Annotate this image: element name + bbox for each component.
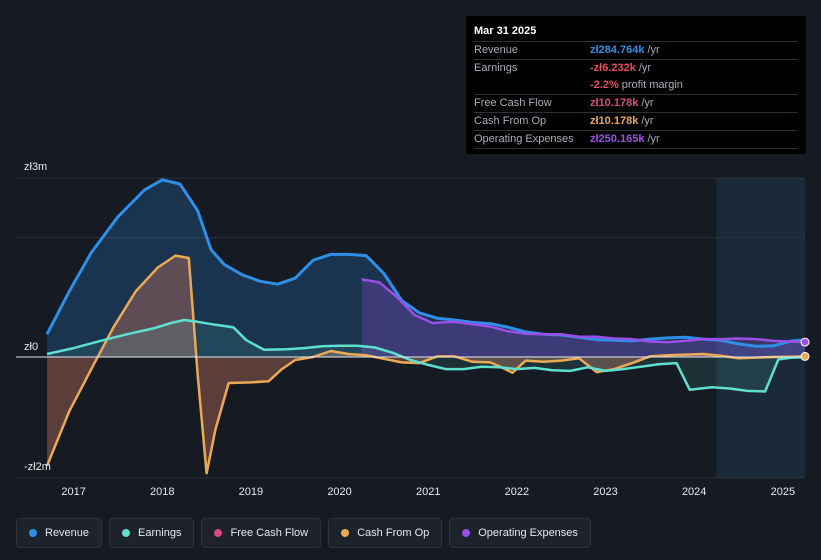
x-tick-label: 2018: [150, 486, 174, 498]
tooltip-value: -zł6.232k: [590, 62, 636, 74]
tooltip-unit: /yr: [641, 115, 654, 127]
tooltip-date: Mar 31 2025: [474, 24, 798, 42]
x-tick-label: 2017: [61, 486, 85, 498]
x-tick-label: 2022: [505, 486, 529, 498]
tooltip-unit: profit margin: [621, 79, 683, 91]
legend-item-earnings[interactable]: Earnings: [109, 518, 195, 548]
legend-item-revenue[interactable]: Revenue: [16, 518, 103, 548]
legend-dot-icon: [29, 529, 37, 537]
tooltip-unit: /yr: [647, 44, 660, 56]
tooltip-row-margin: -2.2% profit margin: [474, 77, 798, 95]
series-line-earnings: [46, 318, 806, 393]
series-area-free-cash-flow: [47, 255, 805, 474]
x-tick-label: 2020: [327, 486, 351, 498]
tooltip-unit: /yr: [638, 62, 652, 74]
x-tick-label: 2023: [593, 486, 617, 498]
legend-label: Revenue: [45, 527, 90, 539]
tooltip-row-revenue: Revenue zł284.764k /yr: [474, 42, 798, 60]
tooltip-label: Earnings: [474, 62, 518, 74]
tooltip-unit: /yr: [641, 97, 654, 109]
legend-dot-icon: [462, 529, 471, 537]
x-tick-label: 2021: [416, 486, 440, 498]
tooltip-value: -2.2%: [590, 79, 619, 91]
tooltip-label: [474, 77, 590, 94]
series-area-earnings: [47, 320, 805, 392]
legend-label: Earnings: [138, 527, 182, 539]
forecast-shade: [716, 178, 805, 478]
x-tick-label: 2024: [682, 486, 706, 498]
tooltip-label: Revenue: [474, 44, 519, 56]
series-area-operating-expenses: [361, 279, 805, 357]
x-tick-label: 2025: [771, 486, 795, 498]
series-line-operating-expenses: [361, 278, 806, 344]
tooltip-label: Cash From Op: [474, 115, 547, 127]
legend-label: Free Cash Flow: [230, 527, 309, 539]
series-line-revenue: [45, 178, 806, 348]
chart-legend: Revenue Earnings Free Cash Flow Cash Fro…: [16, 518, 591, 548]
legend-item-operating-expenses[interactable]: Operating Expenses: [449, 518, 591, 548]
tooltip-row-opex: Operating Expenses zł250.165k /yr: [474, 131, 798, 149]
series-line-cash-from-op: [45, 254, 806, 475]
tooltip-label: Operating Expenses: [474, 133, 574, 145]
tooltip-panel: Mar 31 2025 Revenue zł284.764k /yr Earni…: [466, 16, 806, 154]
tooltip-value: zł10.178k: [590, 115, 639, 127]
tooltip-row-fcf: Free Cash Flow zł10.178k /yr: [474, 95, 798, 113]
legend-dot-icon: [214, 529, 223, 537]
tooltip-value: zł250.165k: [590, 133, 645, 145]
y-axis-bottom-label: -zł2m: [24, 461, 51, 473]
x-tick-label: 2019: [239, 486, 263, 498]
chart-area: 2017 2018 2019 2020 2021 2022 2023 2024 2025 zł3…: [16, 161, 810, 498]
tooltip-value: zł284.764k: [590, 44, 645, 56]
tooltip-value: zł10.178k: [590, 97, 639, 109]
end-marker: [800, 337, 810, 347]
legend-label: Cash From Op: [357, 527, 430, 539]
legend-item-cash-from-op[interactable]: Cash From Op: [328, 518, 443, 548]
legend-dot-icon: [341, 529, 350, 537]
y-axis-top-label: zł3m: [24, 161, 47, 173]
y-axis-zero-label: zł0: [24, 341, 38, 353]
tooltip-label: Free Cash Flow: [474, 97, 552, 109]
legend-item-free-cash-flow[interactable]: Free Cash Flow: [201, 518, 322, 548]
tooltip-row-cfo: Cash From Op zł10.178k /yr: [474, 113, 798, 131]
series-area-cash-from-op: [47, 255, 805, 474]
end-marker: [800, 351, 810, 361]
legend-label: Operating Expenses: [478, 527, 578, 539]
legend-dot-icon: [122, 529, 131, 537]
tooltip-row-earnings: Earnings -zł6.232k /yr: [474, 60, 798, 77]
tooltip-unit: /yr: [647, 133, 660, 145]
series-area-revenue: [47, 179, 805, 357]
